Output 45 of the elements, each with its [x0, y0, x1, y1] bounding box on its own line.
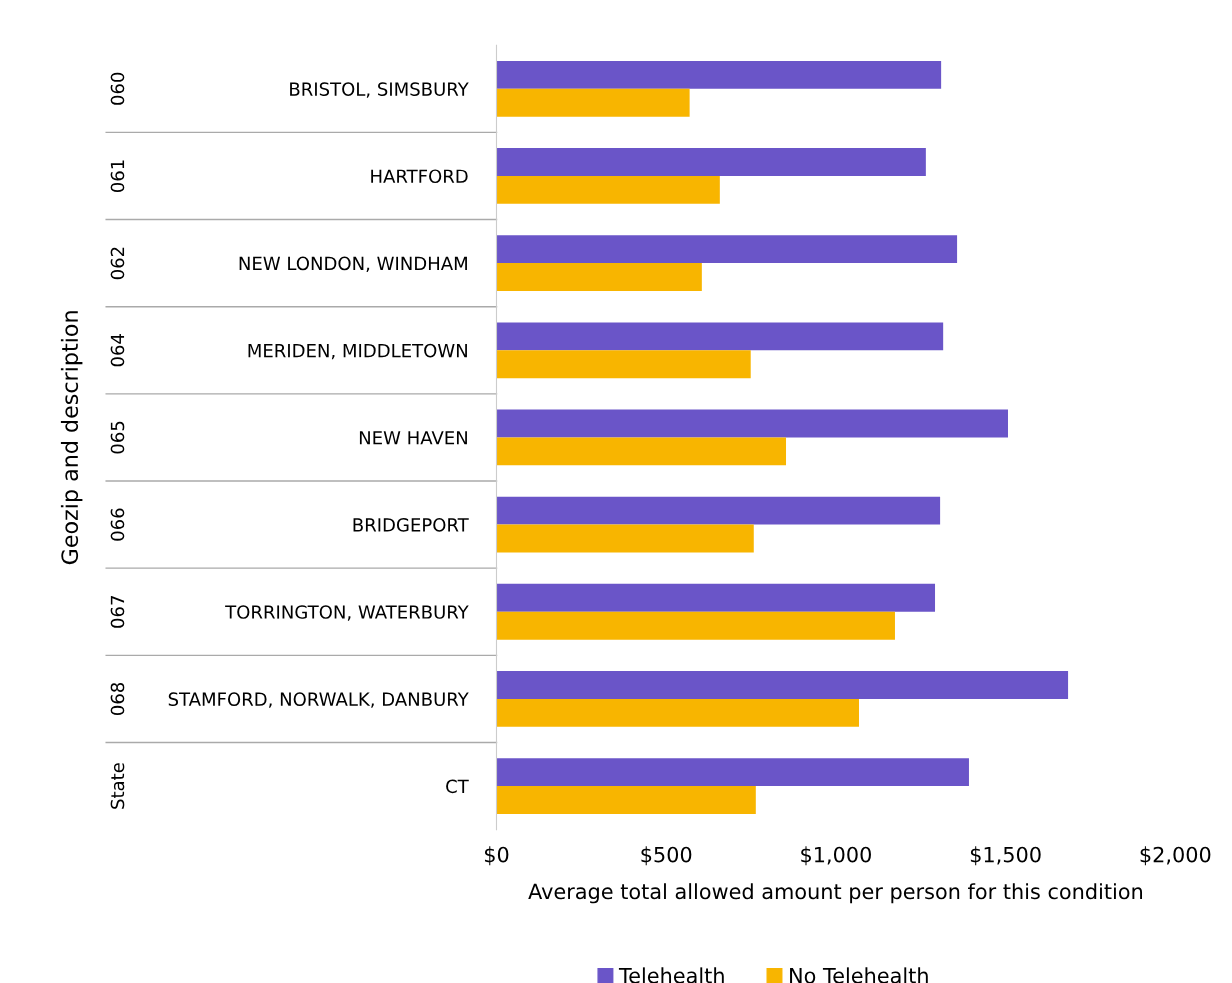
legend-label: No Telehealth: [790, 967, 928, 983]
bar: [496, 758, 969, 787]
x-tick-label: $1,500: [970, 846, 1041, 866]
y-tick-label: HARTFORD: [371, 169, 468, 184]
text: 060: [110, 72, 125, 105]
text: 068: [110, 682, 125, 715]
text: 064: [110, 334, 125, 367]
y-tick-label: TORRINGTON, WATERBURY: [225, 605, 469, 621]
bar: [496, 235, 958, 264]
y-tick-label: MERIDEN, MIDDLETOWN: [248, 343, 467, 360]
bar: [496, 322, 944, 351]
y-tick-label: CT: [446, 779, 469, 794]
bar: [496, 263, 702, 292]
bar: [496, 524, 754, 553]
y-axis-title: Geozip and description: [60, 311, 83, 565]
x-axis-title: Average total allowed amount per person for this condition: [528, 883, 1143, 904]
text: 062: [110, 247, 125, 280]
bar: [496, 583, 936, 612]
bar: [496, 437, 787, 466]
x-tick-label: $1,000: [801, 846, 871, 866]
bar: [496, 175, 720, 204]
y-tick-label: NEW LONDON, WINDHAM: [239, 256, 467, 273]
bar: [496, 350, 751, 379]
text: State: [110, 763, 125, 809]
text: 065: [110, 421, 125, 454]
y-tick-label: NEW HAVEN: [359, 431, 467, 445]
x-tick-label: $2,000: [1140, 846, 1211, 866]
bar: [496, 148, 926, 176]
x-tick-label: $500: [641, 846, 692, 866]
text: 061: [110, 160, 125, 192]
y-tick-label: BRIDGEPORT: [353, 518, 469, 532]
bar: [496, 409, 1008, 438]
x-tick-label: $0: [484, 846, 509, 866]
bar: [496, 88, 690, 117]
bar: [496, 698, 859, 727]
bar: [496, 671, 1069, 699]
y-tick-label: STAMFORD, NORWALK, DANBURY: [168, 692, 469, 708]
bar: [496, 786, 756, 814]
bar: [496, 611, 895, 640]
bar: [496, 496, 941, 525]
bar: [496, 60, 942, 89]
text: 067: [110, 596, 125, 628]
text: 066: [110, 508, 125, 541]
legend-label: Telehealth: [618, 967, 724, 983]
y-tick-label: BRISTOL, SIMSBURY: [290, 82, 469, 98]
